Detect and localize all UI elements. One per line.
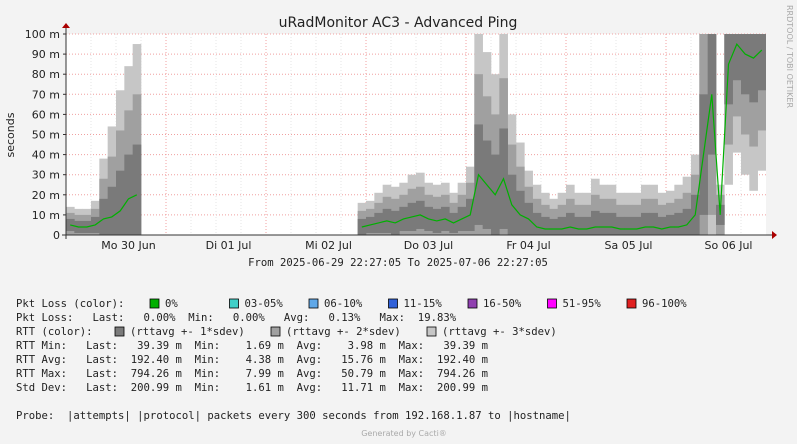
probe: Probe: |attempts| |protocol| packets eve… bbox=[16, 410, 571, 422]
y-tick-label: 60 m bbox=[32, 108, 60, 121]
legend-label: (rttavg +- 1*sdev) bbox=[130, 326, 245, 338]
band-legend-label: RTT (color): bbox=[16, 326, 93, 338]
lines bbox=[70, 42, 763, 230]
side-text: RRDTOOL / TOBI OETIKER bbox=[785, 5, 794, 108]
sdev-band bbox=[549, 218, 558, 235]
sdev-band bbox=[641, 212, 650, 235]
sdev-band bbox=[674, 212, 683, 235]
x-tick-label: So 06 Jul bbox=[705, 239, 753, 252]
x-tick-label: Sa 05 Jul bbox=[605, 239, 653, 252]
y-tick-label: 70 m bbox=[32, 88, 60, 101]
y-tick-label: 100 m bbox=[25, 28, 60, 41]
sdev-band bbox=[599, 212, 608, 235]
stats-line: RTT Max: Last: 794.26 m Min: 7.99 m Avg:… bbox=[16, 368, 488, 380]
legend-swatch bbox=[388, 298, 398, 309]
legend-label: (rttavg +- 2*sdev) bbox=[286, 326, 401, 338]
sdev-band bbox=[632, 216, 642, 235]
sdev-band bbox=[649, 212, 658, 235]
stats-line: Std Dev: Last: 200.99 m Min: 1.61 m Avg:… bbox=[16, 382, 488, 394]
legend-swatch bbox=[626, 298, 637, 309]
sdev-band bbox=[116, 170, 125, 235]
footer: Generated by Cacti® bbox=[361, 429, 447, 438]
y-tick-label: 0 bbox=[53, 229, 60, 242]
stats-line: RTT Min: Last: 39.39 m Min: 1.69 m Avg: … bbox=[16, 340, 488, 352]
sdev-band bbox=[591, 210, 600, 235]
period: From 2025-06-29 22:27:05 To 2025-07-06 2… bbox=[248, 257, 548, 269]
sdev-band bbox=[99, 198, 108, 235]
y-tick-label: 80 m bbox=[32, 68, 60, 81]
axes bbox=[62, 23, 777, 239]
sdev-band bbox=[107, 186, 117, 235]
legend-swatch bbox=[149, 298, 160, 309]
legend-swatch bbox=[308, 298, 319, 309]
legend-label: 06-10% bbox=[324, 298, 363, 310]
stats-line: Pkt Loss: Last: 0.00% Min: 0.00% Avg: 0.… bbox=[16, 312, 457, 324]
sdev-band bbox=[607, 212, 617, 235]
legend-label: 16-50% bbox=[483, 298, 522, 310]
sdev-band bbox=[757, 34, 766, 91]
legend-label: 51-95% bbox=[563, 298, 602, 310]
legend-label: (rttavg +- 3*sdev) bbox=[442, 326, 557, 338]
sdev-band bbox=[624, 216, 633, 235]
loss-legend-label: Pkt Loss (color): bbox=[16, 298, 124, 310]
legend-swatch bbox=[426, 326, 437, 337]
y-arrow bbox=[62, 23, 70, 28]
sdev-band bbox=[132, 144, 142, 235]
sdev-band bbox=[566, 212, 575, 235]
legend-label: 03-05% bbox=[245, 298, 284, 310]
y-tick-label: 30 m bbox=[32, 169, 60, 182]
sdev-band bbox=[657, 216, 667, 235]
sdev-band bbox=[732, 34, 742, 81]
y-axis-label: seconds bbox=[4, 112, 17, 157]
y-tick-label: 10 m bbox=[32, 209, 60, 222]
sdev-band bbox=[741, 34, 750, 95]
y-tick-label: 50 m bbox=[32, 129, 60, 142]
y-tick-label: 90 m bbox=[32, 48, 60, 61]
x-tick-label: Mo 30 Jun bbox=[101, 239, 155, 252]
legend: Pkt Loss (color): 0% 03-05% 06-10% 11-15% 16-… bbox=[16, 298, 687, 422]
legend-swatch bbox=[114, 326, 125, 337]
x-tick-label: Mi 02 Jul bbox=[305, 239, 352, 252]
sdev-band bbox=[541, 216, 550, 235]
sdev-band bbox=[582, 216, 592, 235]
sdev-band bbox=[532, 212, 542, 235]
y-tick-label: 20 m bbox=[32, 189, 60, 202]
grid bbox=[63, 33, 766, 236]
chart-title: uRadMonitor AC3 - Advanced Ping bbox=[279, 15, 518, 31]
legend-swatch bbox=[270, 326, 281, 337]
x-tick-label: Fr 04 Jul bbox=[506, 239, 550, 252]
sdev-band bbox=[616, 216, 625, 235]
x-tick-label: Do 03 Jul bbox=[404, 239, 453, 252]
legend-swatch bbox=[547, 298, 557, 309]
x-tick-label: Di 01 Jul bbox=[206, 239, 252, 252]
sdev-band bbox=[682, 208, 692, 235]
sdev-band bbox=[557, 216, 567, 235]
stats-line: RTT Avg: Last: 192.40 m Min: 4.38 m Avg:… bbox=[16, 354, 488, 366]
sdev-band bbox=[574, 216, 583, 235]
y-tick-label: 40 m bbox=[32, 149, 60, 162]
x-arrow bbox=[772, 231, 777, 239]
legend-label: 96-100% bbox=[642, 298, 687, 310]
legend-swatch bbox=[229, 298, 239, 309]
sdev-band bbox=[666, 214, 675, 235]
sdev-band bbox=[749, 34, 758, 103]
legend-label: 11-15% bbox=[404, 298, 443, 310]
rtt-median-line bbox=[70, 42, 763, 230]
legend-swatch bbox=[467, 298, 478, 309]
sdev-band bbox=[124, 154, 133, 235]
sdev-band bbox=[516, 190, 525, 235]
legend-label: 0% bbox=[165, 298, 178, 310]
